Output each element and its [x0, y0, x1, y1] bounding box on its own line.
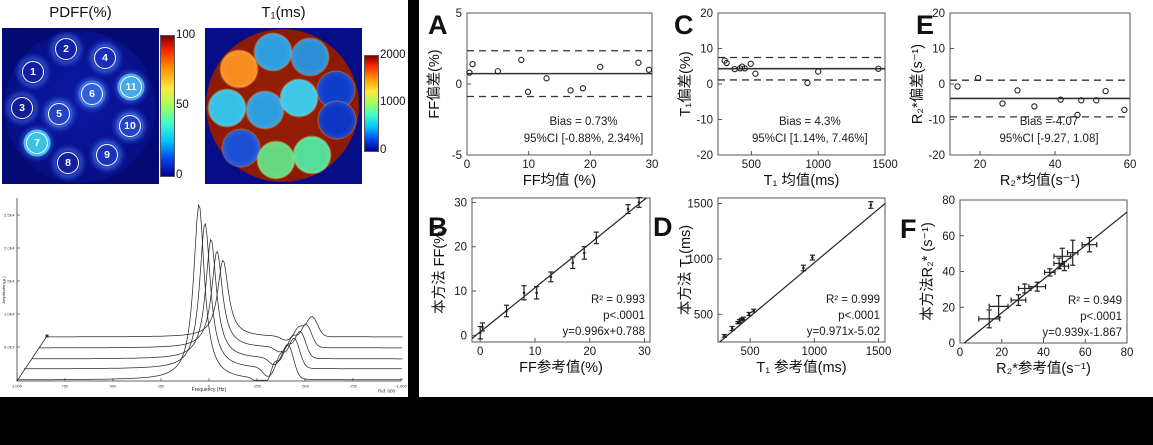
t1-map: [205, 28, 362, 184]
t1-colorbar-mid: 1000: [380, 96, 406, 108]
pdff-colorbar-mid: 50: [176, 99, 189, 111]
phantom-vial: [254, 33, 292, 71]
phantom-vial: [222, 129, 260, 167]
vial-number-ring: 5: [48, 103, 70, 125]
pdff-colorbar-max: 100: [176, 29, 196, 41]
vial-number-ring: 8: [57, 152, 79, 174]
phantom-vial: [318, 101, 356, 139]
t1-title: T₁(ms): [261, 4, 306, 21]
vial-number-ring: 10: [119, 115, 141, 137]
phantom-vial: [208, 89, 246, 127]
pdff-colorbar: [160, 35, 175, 177]
vial-number-ring: 11: [120, 76, 142, 98]
phantom-vial: [293, 136, 331, 174]
vial-number-ring: 4: [94, 47, 116, 69]
pdff-colorbar-min: 0: [176, 169, 183, 181]
pdff-map: 1 2 3 4 5 6 7 8 9 10 11: [2, 28, 159, 184]
vial-number-ring: 6: [81, 83, 103, 105]
vial-number-ring: 9: [96, 144, 118, 166]
phantom-vial: [291, 38, 329, 76]
phantom-vial: [257, 141, 295, 179]
phantom-vial: [220, 50, 258, 88]
vial-number-ring: 3: [11, 97, 33, 119]
phantom-vial: [246, 91, 284, 129]
t1-colorbar-max: 2000: [380, 49, 406, 61]
t1-colorbar: [364, 55, 379, 152]
vial-number-ring: 2: [55, 38, 77, 60]
vial-number-ring: 1: [22, 61, 44, 83]
t1-colorbar-min: 0: [380, 144, 387, 156]
pdff-title: PDFF(%): [49, 4, 112, 21]
vial-number-ring: 7: [26, 132, 48, 154]
right-panel: [419, 0, 1153, 397]
phantom-vial: [280, 79, 318, 117]
